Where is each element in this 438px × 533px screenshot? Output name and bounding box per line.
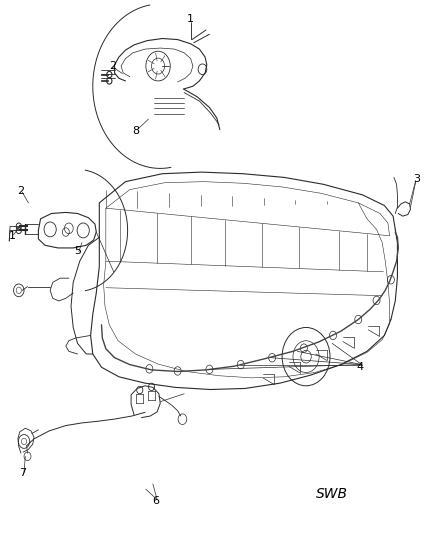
Text: 5: 5 (74, 246, 81, 256)
Text: 4: 4 (357, 362, 364, 372)
Text: 2: 2 (18, 186, 25, 196)
Text: 1: 1 (187, 14, 194, 25)
Text: 3: 3 (413, 174, 420, 184)
Text: 1: 1 (9, 231, 16, 241)
Text: 8: 8 (133, 126, 140, 136)
Text: 6: 6 (152, 496, 159, 506)
Text: 2: 2 (109, 61, 116, 71)
Text: 7: 7 (20, 469, 27, 478)
Text: SWB: SWB (316, 488, 348, 502)
